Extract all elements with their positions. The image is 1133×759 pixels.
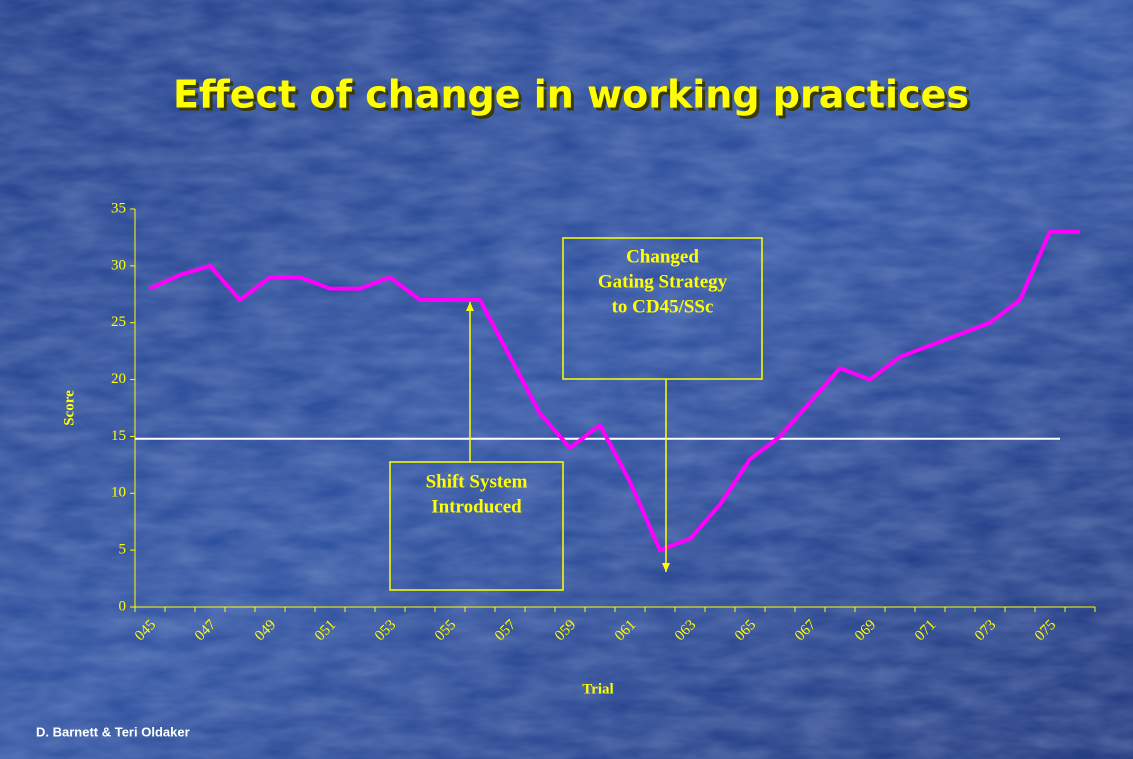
annotation-box bbox=[562, 237, 763, 380]
y-tick-label: 15 bbox=[111, 428, 126, 444]
x-axis-label: Trial bbox=[582, 681, 613, 697]
y-tick-label: 10 bbox=[111, 485, 126, 501]
footer: D. Barnett & Teri Oldaker bbox=[36, 724, 190, 739]
annotation-text: Changed bbox=[626, 246, 699, 267]
y-tick-label: 30 bbox=[111, 257, 126, 273]
chart-title: Effect of change in working practices bbox=[173, 73, 969, 117]
arrow-head bbox=[662, 563, 670, 572]
arrow-head bbox=[466, 302, 474, 311]
annotation-text: Introduced bbox=[431, 496, 522, 517]
annotation-text: Shift System bbox=[426, 471, 528, 492]
y-tick-label: 5 bbox=[119, 542, 127, 558]
y-tick-label: 20 bbox=[111, 371, 126, 387]
title-shadow: Effect of change in working practices bbox=[176, 76, 972, 120]
annotation-text: to CD45/SSc bbox=[612, 296, 714, 317]
y-tick-label: 25 bbox=[111, 314, 126, 330]
annotation-box bbox=[389, 461, 564, 591]
y-tick-label: 0 bbox=[119, 598, 127, 614]
annotation-text: Gating Strategy bbox=[598, 271, 728, 292]
y-tick-label: 35 bbox=[111, 200, 126, 216]
data-line bbox=[149, 229, 1080, 553]
y-axis-label: Score bbox=[61, 390, 77, 426]
